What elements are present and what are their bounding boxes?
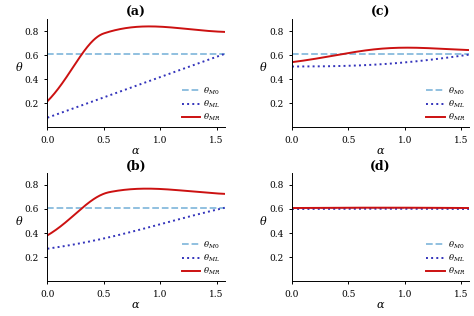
Legend: $\theta_{M0}$, $\theta_{ML}$, $\theta_{MR}$: $\theta_{M0}$, $\theta_{ML}$, $\theta_{M…	[180, 84, 222, 125]
X-axis label: $\alpha$: $\alpha$	[131, 146, 141, 156]
Legend: $\theta_{M0}$, $\theta_{ML}$, $\theta_{MR}$: $\theta_{M0}$, $\theta_{ML}$, $\theta_{M…	[425, 84, 467, 125]
Title: (c): (c)	[371, 6, 391, 19]
Y-axis label: $\theta$: $\theta$	[15, 214, 23, 227]
Title: (a): (a)	[126, 6, 146, 19]
Legend: $\theta_{M0}$, $\theta_{ML}$, $\theta_{MR}$: $\theta_{M0}$, $\theta_{ML}$, $\theta_{M…	[180, 238, 222, 279]
X-axis label: $\alpha$: $\alpha$	[376, 146, 385, 156]
Title: (d): (d)	[370, 160, 391, 173]
X-axis label: $\alpha$: $\alpha$	[131, 300, 141, 310]
Y-axis label: $\theta$: $\theta$	[15, 60, 23, 73]
Legend: $\theta_{M0}$, $\theta_{ML}$, $\theta_{MR}$: $\theta_{M0}$, $\theta_{ML}$, $\theta_{M…	[425, 238, 467, 279]
Y-axis label: $\theta$: $\theta$	[259, 60, 268, 73]
X-axis label: $\alpha$: $\alpha$	[376, 300, 385, 310]
Title: (b): (b)	[126, 160, 146, 173]
Y-axis label: $\theta$: $\theta$	[259, 214, 268, 227]
